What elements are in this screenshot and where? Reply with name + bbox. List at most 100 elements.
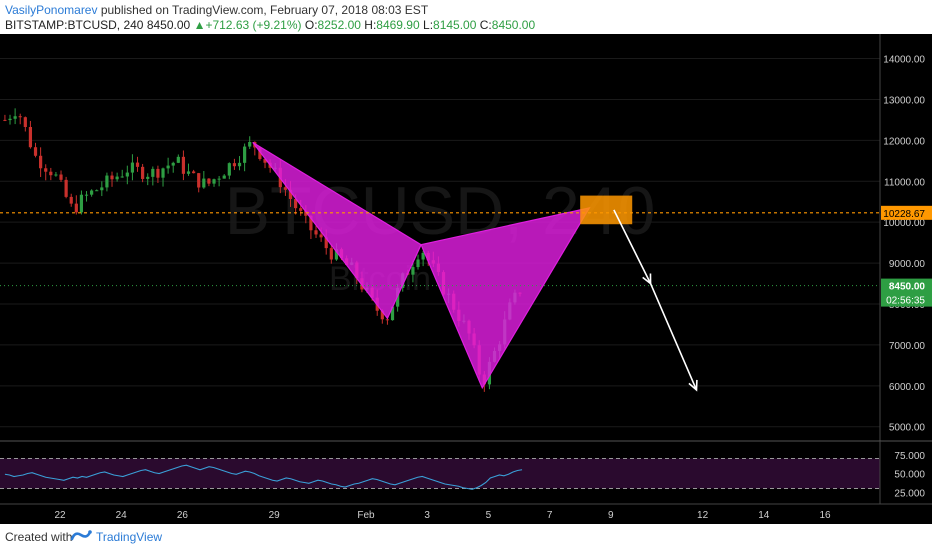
rsi-tick-label: 50.000 bbox=[894, 470, 925, 481]
close-label: C: bbox=[479, 18, 492, 32]
candle-body bbox=[120, 176, 124, 178]
candle-body bbox=[130, 162, 135, 173]
candle-body bbox=[186, 171, 191, 174]
arrow-head bbox=[688, 379, 698, 392]
time-axis[interactable]: 22 24 26 29 Feb 3 5 7 9 12 14 16 bbox=[0, 503, 932, 521]
high-label: H: bbox=[364, 18, 377, 32]
harmonic-pattern[interactable] bbox=[252, 141, 591, 390]
chart-header: VasilyPonomarev published on TradingView… bbox=[0, 0, 932, 34]
projection-arrow[interactable] bbox=[613, 209, 698, 392]
chart-area[interactable]: BTCUSD, 240 Bitcoin 14000.0013000.001200… bbox=[0, 34, 932, 524]
footer: Created with TradingView bbox=[0, 524, 932, 550]
candle-body bbox=[222, 175, 226, 179]
price-axis[interactable]: 14000.00 13000.00 12000.00 11000.00 10000.00… bbox=[879, 34, 932, 504]
candle-body bbox=[294, 198, 298, 209]
high-value: 8469.90 bbox=[376, 18, 420, 32]
arrow-head bbox=[642, 273, 652, 286]
candle-body bbox=[13, 116, 17, 119]
candle-body bbox=[44, 168, 48, 172]
last-price: 8450.00 bbox=[146, 18, 191, 32]
candle-body bbox=[227, 163, 231, 176]
candle-body bbox=[105, 175, 109, 188]
candle-body bbox=[232, 163, 237, 167]
price-tick-label: 9000.00 bbox=[889, 259, 926, 270]
candle-body bbox=[64, 179, 68, 197]
up-triangle-icon: ▲ bbox=[193, 18, 206, 32]
time-tick-label: 3 bbox=[424, 510, 430, 521]
open-value: 8252.00 bbox=[317, 18, 361, 32]
candle-body bbox=[248, 141, 252, 147]
time-tick-label: 12 bbox=[697, 510, 709, 521]
price-tick-label: 13000.00 bbox=[883, 95, 925, 106]
price-tick-label: 6000.00 bbox=[889, 382, 926, 393]
candle-body bbox=[146, 176, 150, 179]
candle-body bbox=[171, 162, 175, 166]
candle-body bbox=[115, 176, 119, 180]
price-grid bbox=[0, 58, 880, 428]
price-tick-label: 10000.00 bbox=[883, 218, 925, 229]
time-tick-label: 5 bbox=[486, 510, 492, 521]
candle-body bbox=[100, 187, 104, 191]
time-tick-label: 9 bbox=[608, 510, 614, 521]
last-price-label-bg bbox=[881, 278, 932, 307]
candle-body bbox=[125, 172, 129, 177]
time-tick-label: 14 bbox=[758, 510, 770, 521]
candle-body bbox=[217, 178, 221, 180]
created-with-text: Created with bbox=[5, 530, 73, 544]
published-text: published on TradingView.com, February 0… bbox=[100, 3, 429, 17]
candle-body bbox=[411, 267, 415, 275]
low-label: L: bbox=[423, 18, 434, 32]
candle-body bbox=[3, 119, 7, 121]
price-chart[interactable]: BTCUSD, 240 Bitcoin 14000.0013000.001200… bbox=[0, 34, 932, 524]
candle-body bbox=[309, 215, 313, 231]
candle-body bbox=[334, 249, 339, 260]
rsi-tick-label: 25.000 bbox=[894, 488, 925, 499]
rsi-pane[interactable]: 75.000 50.000 25.000 bbox=[0, 440, 932, 504]
level-label-bg bbox=[881, 205, 932, 220]
candle-body bbox=[151, 168, 155, 177]
price-tick-label: 11000.00 bbox=[884, 177, 925, 188]
candle-body bbox=[416, 259, 420, 268]
candle-body bbox=[390, 306, 395, 321]
price-tick-label: 12000.00 bbox=[883, 136, 925, 147]
rsi-band-fill bbox=[0, 458, 880, 489]
target-zone[interactable] bbox=[580, 195, 633, 225]
candle-body bbox=[314, 230, 318, 235]
candle-body bbox=[207, 178, 211, 184]
candle-body bbox=[84, 194, 89, 196]
candle-body bbox=[33, 147, 38, 156]
candle-body bbox=[192, 171, 196, 174]
candle-body bbox=[197, 173, 201, 188]
symbol-line: BITSTAMP:BTCUSD, 240 8450.00 ▲+712.63 (+… bbox=[5, 18, 535, 32]
publication-line: VasilyPonomarev published on TradingView… bbox=[5, 3, 428, 17]
pattern-triangle-xab[interactable] bbox=[252, 141, 422, 320]
candle-body bbox=[166, 165, 170, 169]
symbol-label: BITSTAMP:BTCUSD, 240 bbox=[5, 18, 144, 32]
rsi-tick-label: 75.000 bbox=[894, 451, 925, 462]
pattern-triangle-bcd[interactable] bbox=[420, 206, 591, 390]
tradingview-brand[interactable]: TradingView bbox=[96, 530, 163, 544]
time-tick-label: 7 bbox=[547, 510, 553, 521]
time-tick-label: 22 bbox=[54, 510, 66, 521]
candle-body bbox=[95, 190, 99, 192]
candle-body bbox=[156, 168, 160, 178]
last-price-label: 8450.00 bbox=[889, 282, 926, 293]
candle-body bbox=[18, 116, 22, 118]
candle-body bbox=[263, 158, 267, 163]
candle-body bbox=[202, 178, 206, 188]
time-tick-label: Feb bbox=[357, 510, 375, 521]
low-value: 8145.00 bbox=[433, 18, 477, 32]
price-tick-label: 7000.00 bbox=[889, 341, 926, 352]
price-tick-label: 14000.00 bbox=[883, 55, 925, 66]
candle-body bbox=[176, 156, 180, 163]
candle-body bbox=[324, 237, 328, 249]
candle-body bbox=[141, 166, 145, 179]
rsi-line bbox=[4, 464, 523, 490]
time-tick-label: 24 bbox=[116, 510, 128, 521]
author-link[interactable]: VasilyPonomarev bbox=[5, 3, 98, 17]
time-tick-label: 29 bbox=[269, 510, 281, 521]
candle-body bbox=[385, 319, 390, 321]
candle-body bbox=[299, 208, 303, 211]
candle-body bbox=[283, 187, 288, 190]
candle-body bbox=[8, 118, 12, 121]
